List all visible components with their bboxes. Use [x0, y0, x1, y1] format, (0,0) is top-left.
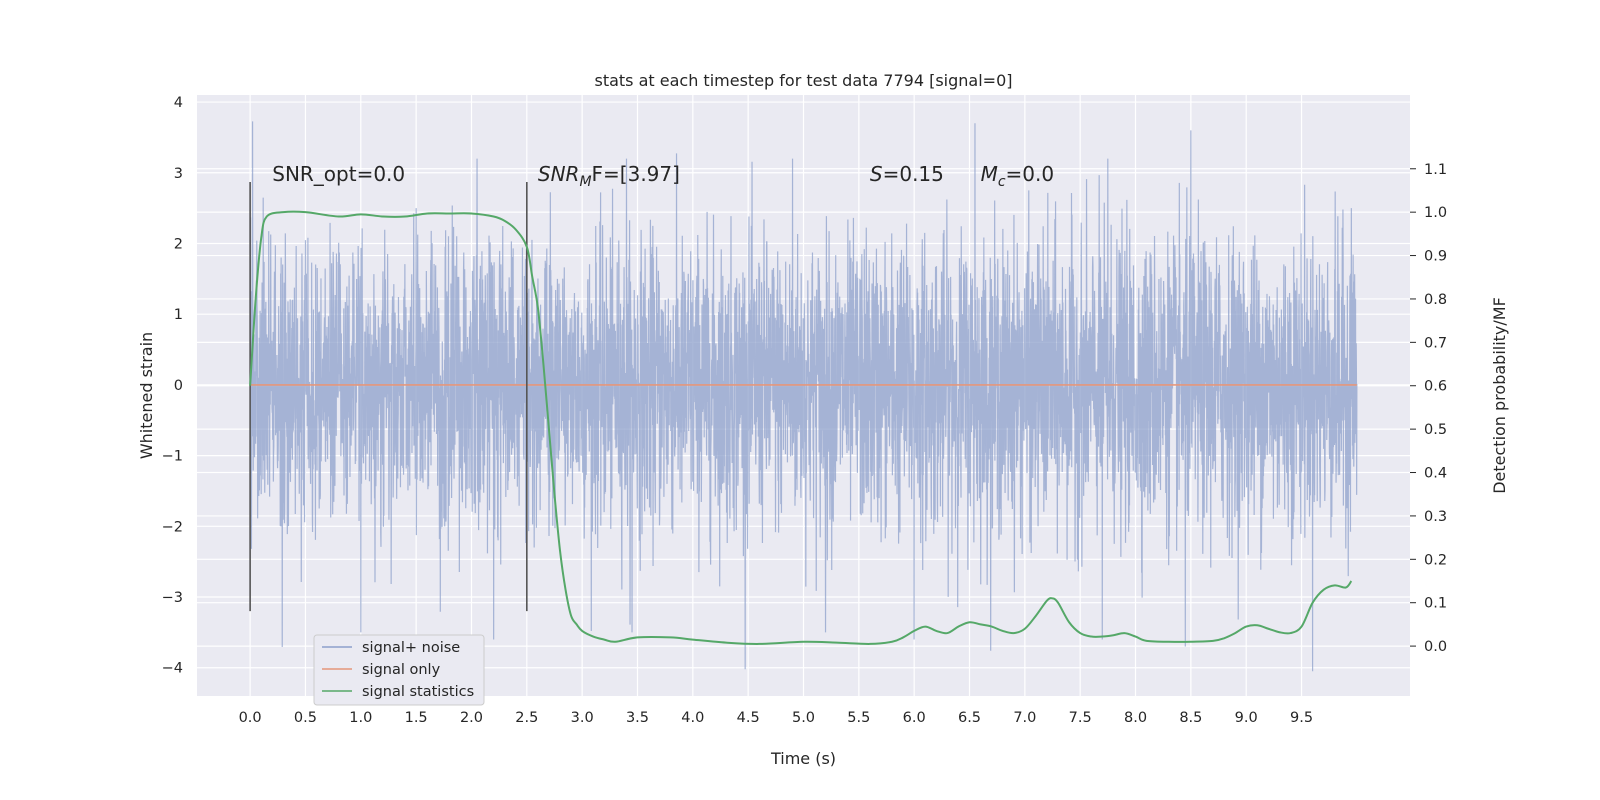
- x-tick-label: 0.5: [294, 710, 317, 726]
- annotation-3: Mc=0.0: [981, 162, 1055, 190]
- y2-tick-label: 0.7: [1424, 335, 1447, 351]
- y-tick-label: −1: [162, 449, 183, 465]
- chart-title: stats at each timestep for test data 779…: [594, 71, 1012, 90]
- signal-noise-line: [249, 121, 1358, 672]
- x-tick-label: 1.0: [349, 710, 372, 726]
- x-tick-label: 8.5: [1179, 710, 1202, 726]
- y-tick-label: −3: [162, 590, 183, 606]
- x-tick-label: 6.5: [958, 710, 981, 726]
- x-tick-label: 1.5: [405, 710, 428, 726]
- y2-tick-label: 0.8: [1424, 292, 1447, 308]
- y-tick-label: −2: [162, 519, 183, 535]
- legend-box: [313, 634, 485, 706]
- annotation-0: SNR_opt=0.0: [272, 162, 405, 186]
- legend: signal+ noise signal only signal statist…: [313, 634, 485, 706]
- x-tick-labels: 0.0 0.5 1.0 1.5 2.0 2.5 3.0 3.5 4.0 4.5 5.0 5.5 6.0 6…: [239, 710, 1313, 726]
- y-tick-label: 2: [174, 236, 183, 252]
- x-tick-label: 4.5: [737, 710, 760, 726]
- y-tick-labels: −4 −3 −2 −1 0 1 2 3 4: [162, 95, 183, 677]
- y-tick-label: −4: [162, 661, 183, 677]
- y2-tick-labels: 0.0 0.1 0.2 0.3 0.4 0.5 0.6 0.7 0.8 0.9 1.0 1.1: [1410, 162, 1447, 655]
- x-tick-label: 3.5: [626, 710, 649, 726]
- y2-tick-label: 0.9: [1424, 249, 1447, 265]
- x-tick-label: 4.0: [681, 710, 704, 726]
- legend-label-signal-statistics: signal statistics: [362, 684, 474, 700]
- signal-noise-series: [249, 121, 1358, 672]
- x-tick-label: 5.0: [792, 710, 815, 726]
- y2-tick-label: 0.4: [1424, 466, 1447, 482]
- y-tick-label: 4: [174, 95, 183, 111]
- y2-tick-label: 1.1: [1424, 162, 1447, 178]
- x-tick-label: 0.0: [239, 710, 262, 726]
- y-axis-label: Whitened strain: [137, 332, 156, 459]
- y2-tick-label: 0.2: [1424, 552, 1447, 568]
- x-tick-label: 5.5: [847, 710, 870, 726]
- legend-label-signal-noise: signal+ noise: [362, 640, 460, 656]
- annotation-1: SNRMF=[3.97]: [538, 162, 680, 190]
- legend-label-signal-only: signal only: [362, 662, 441, 678]
- x-tick-label: 3.0: [571, 710, 594, 726]
- y-tick-label: 1: [174, 307, 183, 323]
- x-tick-label: 9.0: [1235, 710, 1258, 726]
- y2-tick-label: 0.3: [1424, 509, 1447, 525]
- x-tick-label: 2.5: [515, 710, 538, 726]
- x-tick-label: 8.0: [1124, 710, 1147, 726]
- y-tick-label: 0: [174, 378, 183, 394]
- annotations: SNR_opt=0.0 SNRMF=[3.97] S=0.15 Mc=0.0: [272, 162, 1054, 190]
- x-tick-label: 9.5: [1290, 710, 1313, 726]
- x-tick-label: 6.0: [903, 710, 926, 726]
- signal-statistics-series: [249, 210, 1353, 645]
- signal-statistics-line: [249, 210, 1353, 645]
- y2-tick-label: 0.6: [1424, 379, 1447, 395]
- x-axis-label: Time (s): [770, 749, 836, 768]
- annotation-2: S=0.15: [870, 162, 944, 186]
- x-tick-label: 7.5: [1069, 710, 1092, 726]
- x-tick-label: 7.0: [1013, 710, 1036, 726]
- y2-tick-label: 0.0: [1424, 639, 1447, 655]
- y2-tick-label: 1.0: [1424, 205, 1447, 221]
- vertical-markers: [249, 181, 528, 612]
- x-tick-label: 2.0: [460, 710, 483, 726]
- y2-axis-label: Detection probability/MF: [1490, 297, 1509, 494]
- y2-tick-label: 0.5: [1424, 422, 1447, 438]
- y-tick-label: 3: [174, 166, 183, 182]
- y2-tick-label: 0.1: [1424, 596, 1447, 612]
